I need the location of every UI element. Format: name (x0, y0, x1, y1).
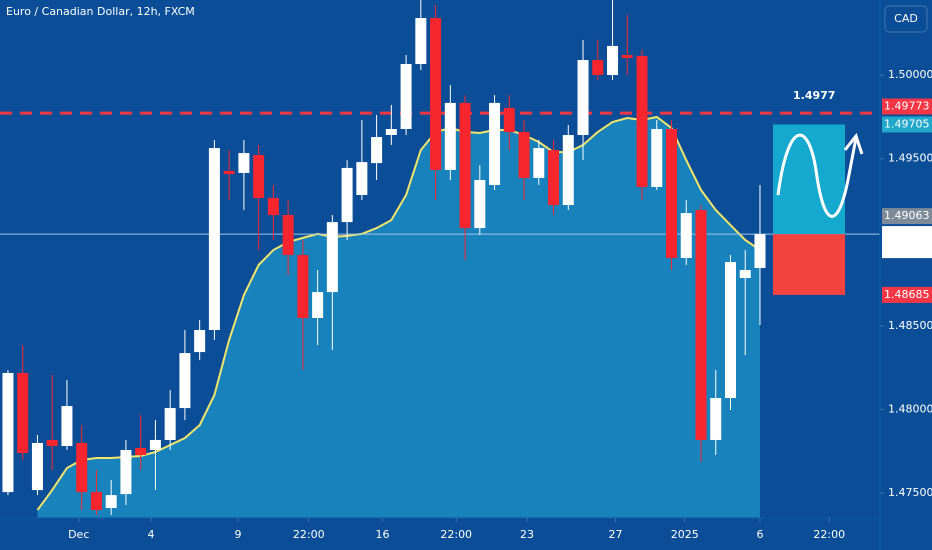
candle-body (430, 18, 442, 170)
candle-body (253, 155, 265, 199)
candle-body (459, 102, 471, 229)
position-tool (773, 124, 864, 295)
countdown: 10:03:20 (884, 243, 932, 256)
candle-body (400, 63, 412, 129)
candle-body (385, 128, 397, 136)
x-tick-label: 22:00 (813, 528, 845, 541)
x-tick-label: 16 (375, 528, 389, 541)
y-tick-label: 1.49500 (888, 152, 932, 165)
candle-body (533, 148, 545, 178)
candle-body (607, 45, 619, 76)
candle-body (489, 102, 501, 185)
candle-body (164, 408, 176, 440)
y-tick-label: 1.47500 (888, 486, 932, 499)
candle-body (90, 492, 102, 510)
x-tick-label: 22:00 (293, 528, 325, 541)
candle-body (577, 59, 589, 136)
currency-button[interactable] (884, 5, 928, 33)
candle-body (31, 442, 43, 491)
candle-body (238, 153, 250, 173)
candle-body (371, 137, 383, 164)
candle-body (562, 135, 574, 206)
x-tick-label: 23 (520, 528, 534, 541)
candle-body (149, 439, 161, 450)
candle-body (592, 59, 604, 76)
y-tick-label: 1.48000 (888, 402, 932, 415)
candle-body (46, 439, 58, 446)
candle-body (415, 18, 427, 64)
y-tick-label: 1.48500 (888, 319, 932, 332)
candle-body (2, 372, 14, 493)
candle-body (621, 54, 633, 58)
price-tag (882, 208, 932, 225)
candle-body (76, 442, 88, 493)
currency-button-label[interactable]: CAD (894, 12, 918, 25)
candle-body (754, 234, 766, 269)
candle-body (474, 179, 486, 229)
candle-body (548, 150, 560, 206)
chart-title: Euro / Canadian Dollar, 12h, FXCM (6, 5, 195, 18)
candle-body (341, 167, 353, 223)
y-tick-label: 1.50000 (888, 68, 932, 81)
candle-body (179, 353, 191, 409)
x-tick-label: 27 (608, 528, 622, 541)
candle-body (710, 398, 722, 440)
price-tag-label: 1.49049 (884, 227, 930, 240)
candle-body (267, 198, 279, 216)
candle-body (739, 270, 751, 279)
candle-body (223, 170, 235, 174)
candle-body (695, 210, 707, 440)
price-tag (882, 116, 932, 133)
x-tick-label: 22:00 (440, 528, 472, 541)
candle-body (208, 148, 220, 331)
x-tick-label: Dec (68, 528, 89, 541)
candle-body (297, 254, 309, 318)
wave-arrow-head (843, 132, 864, 155)
plot-area (0, 0, 880, 518)
candle-body (17, 372, 29, 453)
stop-zone (773, 234, 845, 295)
candle-body (444, 102, 456, 170)
candle-body (326, 222, 338, 293)
price-tag (882, 98, 932, 115)
candle-body (518, 132, 530, 178)
x-tick-label: 4 (147, 528, 154, 541)
candle-body (680, 213, 692, 258)
annotation: 1.4977 (793, 89, 835, 102)
candle-body (61, 406, 73, 446)
candle-body (120, 449, 132, 495)
candle-body (503, 107, 515, 133)
ema-area (37, 117, 760, 518)
candle-body (356, 162, 368, 196)
candle-body (282, 215, 294, 255)
x-tick-label: 6 (756, 528, 763, 541)
candle-body (666, 128, 678, 258)
price-tag (882, 286, 932, 303)
x-tick-label: 9 (234, 528, 241, 541)
candle-body (135, 447, 147, 456)
candle-body (636, 55, 648, 187)
candle-body (724, 262, 736, 399)
price-tag (882, 226, 932, 259)
candle-body (194, 330, 206, 353)
candle-body (312, 292, 324, 318)
candle-body (651, 128, 663, 187)
wave-arrow (776, 133, 858, 218)
price-tag-label: 1.49063 (884, 209, 930, 222)
x-tick-label: 2025 (671, 528, 699, 541)
price-tag-label: 1.49773 (884, 99, 930, 112)
price-tag-label: 1.48685 (884, 288, 930, 301)
candle-body (105, 495, 117, 508)
price-tag-label: 1.49705 (884, 117, 930, 130)
